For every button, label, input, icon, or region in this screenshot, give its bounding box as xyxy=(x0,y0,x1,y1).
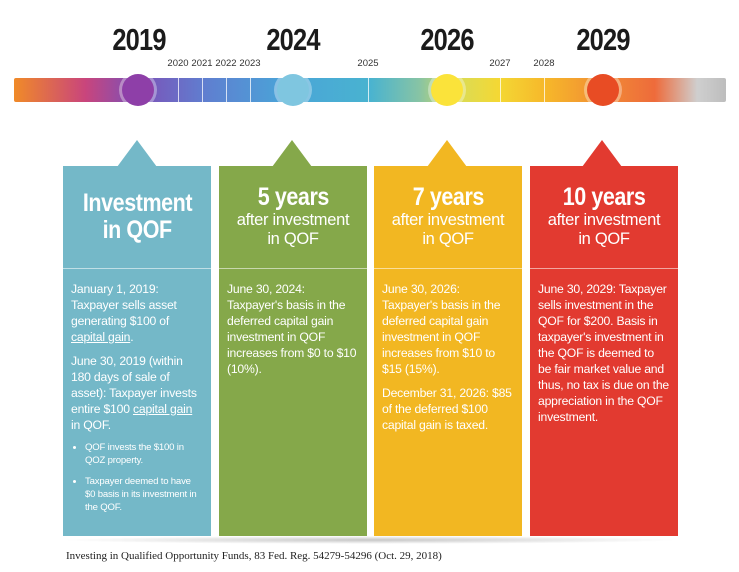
paragraph: January 1, 2019: Taxpayer sells asset ge… xyxy=(71,281,203,345)
column-10-years: 10 years after investment in QOF June 30… xyxy=(530,166,678,536)
column-body: June 30, 2029: Taxpayer sells investment… xyxy=(530,269,678,425)
timeline-tick xyxy=(202,78,203,102)
timeline-bar xyxy=(14,78,726,102)
timeline-marker-2019 xyxy=(122,74,154,106)
bullet-item: QOF invests the $100 in QOZ property. xyxy=(85,441,203,467)
divider xyxy=(530,268,678,269)
column-7-years: 7 years after investment in QOF June 30,… xyxy=(374,166,522,536)
paragraph: June 30, 2024: Taxpayer's basis in the d… xyxy=(227,282,357,376)
column-body: June 30, 2026: Taxpayer's basis in the d… xyxy=(374,269,522,433)
column-title: Investment xyxy=(82,189,192,217)
column-title: 7 years xyxy=(412,183,484,211)
term-capital-gain: capital gain xyxy=(132,402,193,416)
timeline-tick xyxy=(500,78,501,102)
citation: Investing in Qualified Opportunity Funds… xyxy=(66,550,442,562)
year-2025: 2025 xyxy=(357,58,379,69)
column-subtitle-line2: in QOF xyxy=(422,230,474,248)
year-2023: 2023 xyxy=(239,58,261,69)
year-2026: 2026 xyxy=(420,22,474,57)
column-body: January 1, 2019: Taxpayer sells asset ge… xyxy=(63,269,211,514)
column-header: 5 years after investment in QOF xyxy=(219,166,367,268)
column-header: 10 years after investment in QOF xyxy=(530,166,678,268)
timeline-marker-2026 xyxy=(431,74,463,106)
text: June 30, 2019 (within 180 days of sale o… xyxy=(71,354,197,416)
text: in QOF. xyxy=(71,418,111,432)
divider xyxy=(219,268,367,269)
column-subtitle-line2: in QOF xyxy=(578,230,630,248)
divider xyxy=(374,268,522,269)
year-2027: 2027 xyxy=(489,58,511,69)
year-2020: 2020 xyxy=(167,58,189,69)
column-title: 10 years xyxy=(562,183,646,211)
column-subtitle-line2: in QOF xyxy=(267,230,319,248)
year-2021: 2021 xyxy=(191,58,213,69)
column-investment: Investment in QOF January 1, 2019: Taxpa… xyxy=(63,166,211,536)
column-pointer xyxy=(427,140,467,167)
year-2024: 2024 xyxy=(266,22,320,57)
year-2019: 2019 xyxy=(112,22,166,57)
text: January 1, 2019: Taxpayer sells asset ge… xyxy=(71,282,177,328)
timeline-tick xyxy=(368,78,369,102)
timeline-tick xyxy=(544,78,545,102)
shadow xyxy=(60,536,680,544)
column-title: 5 years xyxy=(257,183,329,211)
paragraph: June 30, 2019 (within 180 days of sale o… xyxy=(71,353,203,433)
timeline-tick xyxy=(226,78,227,102)
timeline-tick xyxy=(178,78,179,102)
paragraph: June 30, 2029: Taxpayer sells investment… xyxy=(538,282,669,424)
paragraph: December 31, 2026: $85 of the deferred $… xyxy=(382,386,512,432)
column-pointer xyxy=(272,140,312,167)
term-capital-gain: capital gain xyxy=(71,330,131,344)
column-subtitle: after investment xyxy=(391,211,505,229)
column-body: June 30, 2024: Taxpayer's basis in the d… xyxy=(219,269,367,377)
timeline-tick xyxy=(250,78,251,102)
column-subtitle: after investment xyxy=(547,211,661,229)
paragraph: June 30, 2026: Taxpayer's basis in the d… xyxy=(382,282,501,376)
year-2028: 2028 xyxy=(533,58,555,69)
bullet-item: Taxpayer deemed to have $0 basis in its … xyxy=(85,475,203,514)
column-header: Investment in QOF xyxy=(63,166,211,268)
timeline-marker-2024 xyxy=(277,74,309,106)
bullet-list: QOF invests the $100 in QOZ property. Ta… xyxy=(71,441,203,514)
divider xyxy=(63,268,211,269)
column-subtitle: after investment xyxy=(236,211,350,229)
column-header: 7 years after investment in QOF xyxy=(374,166,522,268)
column-pointer xyxy=(582,140,622,167)
text: . xyxy=(130,330,134,344)
year-2022: 2022 xyxy=(215,58,237,69)
timeline-marker-2029 xyxy=(587,74,619,106)
year-2029: 2029 xyxy=(576,22,630,57)
column-title-line2: in QOF xyxy=(102,216,172,244)
column-pointer xyxy=(117,140,157,167)
column-5-years: 5 years after investment in QOF June 30,… xyxy=(219,166,367,536)
